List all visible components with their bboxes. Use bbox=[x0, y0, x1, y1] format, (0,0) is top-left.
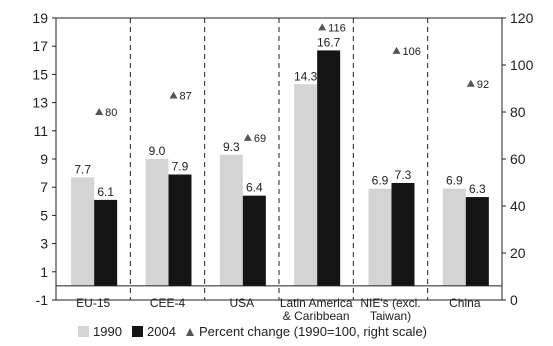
y2-axis-tick-label: 20 bbox=[510, 245, 526, 261]
y-axis-tick-label: 13 bbox=[32, 95, 48, 111]
y-axis-tick-label: 17 bbox=[32, 38, 48, 54]
y2-axis-tick-label: 80 bbox=[510, 104, 526, 120]
y2-axis-tick-label: 100 bbox=[510, 57, 534, 73]
bar-1990 bbox=[71, 177, 95, 286]
x-axis-category-label-line: CEE-4 bbox=[150, 296, 186, 310]
x-axis-category-label: CEE-4 bbox=[150, 296, 186, 310]
bar-data-label: 6.1 bbox=[97, 185, 114, 199]
legend-label-percent-change: Percent change (1990=100, right scale) bbox=[199, 324, 427, 339]
bar-data-label: 6.4 bbox=[246, 181, 263, 195]
bar-data-label: 6.9 bbox=[446, 174, 463, 188]
y-axis-tick-label: 15 bbox=[32, 66, 48, 82]
percent-change-marker bbox=[95, 108, 104, 115]
y-axis-tick-label: 11 bbox=[33, 123, 48, 139]
bar-data-label: 16.7 bbox=[317, 35, 341, 49]
y-axis-tick-label: 1 bbox=[40, 264, 48, 280]
x-axis-category-label-line: China bbox=[449, 296, 481, 310]
y-axis-tick-label: 19 bbox=[32, 10, 48, 26]
plot-border bbox=[55, 17, 503, 301]
legend: 1990 2004 Percent change (1990=100, right … bbox=[78, 324, 427, 339]
bar-1990 bbox=[368, 188, 392, 286]
bar-1990 bbox=[219, 154, 243, 286]
bar-data-label: 6.3 bbox=[469, 182, 486, 196]
bar-2004 bbox=[168, 174, 192, 286]
x-axis-category-label: EU-15 bbox=[76, 296, 110, 310]
x-axis-category-label-line: USA bbox=[229, 296, 254, 310]
x-axis-category-label-line: & Caribbean bbox=[283, 309, 350, 323]
legend-label-1990: 1990 bbox=[93, 324, 122, 339]
bar-2004 bbox=[391, 182, 415, 286]
percent-change-label: 80 bbox=[105, 107, 117, 119]
bar-2004 bbox=[242, 195, 266, 286]
x-axis-category-label: NIE's (excl. Taiwan) bbox=[360, 296, 420, 323]
percent-change-marker bbox=[318, 23, 327, 31]
legend-swatch-1990 bbox=[78, 326, 89, 337]
x-axis-category-label: Latin America & Caribbean bbox=[280, 296, 353, 323]
y-axis-tick-label: 3 bbox=[40, 236, 48, 252]
bar-data-label: 7.7 bbox=[74, 162, 91, 176]
percent-change-marker bbox=[243, 133, 252, 141]
bar-data-label: 7.9 bbox=[172, 160, 189, 174]
bar-data-label: 6.9 bbox=[372, 174, 389, 188]
x-axis-category-label: China bbox=[449, 296, 481, 310]
bars: 7.7 9.0 9.3 14.3 6.9 6.9 6.1 7.9 6.4 16.7 7.3 6.3 bbox=[71, 35, 489, 286]
y-axis-tick-label: 9 bbox=[40, 151, 48, 167]
x-axis-category-label-line: Taiwan) bbox=[370, 309, 411, 323]
bar-1990 bbox=[442, 188, 466, 286]
x-axis-category-label: USA bbox=[229, 296, 254, 310]
bar-1990 bbox=[294, 84, 318, 286]
percent-change-label: 87 bbox=[180, 91, 192, 103]
bar-2004 bbox=[465, 197, 489, 286]
percent-change-marker bbox=[466, 79, 475, 87]
category-gridlines bbox=[129, 18, 429, 300]
plot-frame bbox=[55, 17, 503, 301]
percent-change-marker bbox=[392, 46, 401, 54]
y2-axis-tick-label: 60 bbox=[510, 151, 526, 167]
y2-axis-tick-label: 0 bbox=[510, 292, 518, 308]
bar-1990 bbox=[145, 159, 169, 286]
y-axis-tick-label: 7 bbox=[40, 179, 48, 195]
bar-2004 bbox=[317, 50, 341, 286]
percent-change-marker bbox=[169, 91, 178, 99]
percent-change-label: 106 bbox=[403, 46, 421, 58]
bar-2004 bbox=[94, 199, 118, 286]
legend-swatch-2004 bbox=[132, 326, 143, 337]
y-axis-tick-label: -1 bbox=[36, 292, 49, 308]
legend-label-2004: 2004 bbox=[147, 324, 176, 339]
legend-marker-percent-change bbox=[186, 328, 194, 336]
percent-change-label: 69 bbox=[254, 133, 266, 145]
x-axis-category-label-line: EU-15 bbox=[76, 296, 110, 310]
percent-change-label: 92 bbox=[477, 79, 489, 91]
bar-data-label: 9.0 bbox=[149, 144, 166, 158]
bar-data-label: 14.3 bbox=[294, 69, 318, 83]
bar-data-label: 9.3 bbox=[223, 140, 240, 154]
percent-change-markers: 80 87 69 116 106 92 bbox=[95, 22, 489, 145]
percent-change-label: 116 bbox=[328, 22, 346, 34]
x-axis-category-label-line: NIE's (excl. bbox=[360, 296, 420, 310]
y2-axis-tick-label: 120 bbox=[510, 10, 534, 26]
x-axis-category-label-line: Latin America bbox=[280, 296, 353, 310]
y-axis-tick-label: 5 bbox=[40, 207, 48, 223]
y2-axis-tick-label: 40 bbox=[510, 198, 526, 214]
bar-data-label: 7.3 bbox=[395, 168, 412, 182]
